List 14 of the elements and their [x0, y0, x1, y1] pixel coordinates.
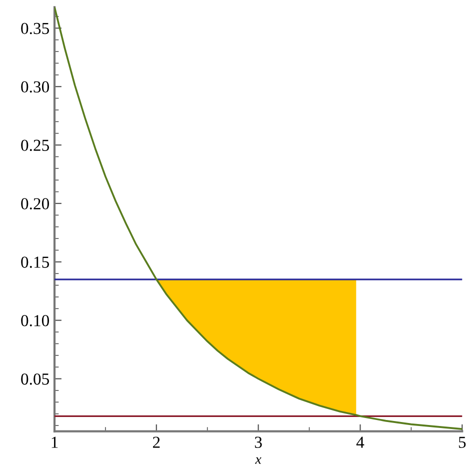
y-tick-label: 0.25	[21, 140, 49, 152]
x-tick-label: 5	[458, 436, 466, 448]
y-tick-label: 0.15	[21, 256, 49, 268]
line-series	[54, 7, 462, 430]
y-tick-label: 0.10	[21, 315, 50, 326]
x-tick-label: 4	[356, 436, 364, 448]
y-tick-label: 0.35	[21, 22, 49, 34]
x-tick-label: 2	[152, 436, 160, 448]
y-tick-label: 0.05	[21, 373, 49, 385]
x-tick-label: 1	[52, 436, 58, 448]
y-tick-label: 0.30	[21, 81, 50, 93]
x-axis-title: x	[255, 457, 262, 464]
y-tick-label: 0.20	[21, 198, 50, 210]
x-tick-label: 3	[254, 436, 262, 448]
